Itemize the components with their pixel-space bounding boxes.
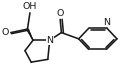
Text: O: O bbox=[1, 28, 9, 37]
Text: O: O bbox=[56, 9, 64, 18]
Polygon shape bbox=[26, 29, 33, 40]
Text: N: N bbox=[104, 18, 111, 27]
Text: N: N bbox=[46, 36, 53, 45]
Text: OH: OH bbox=[23, 2, 37, 11]
